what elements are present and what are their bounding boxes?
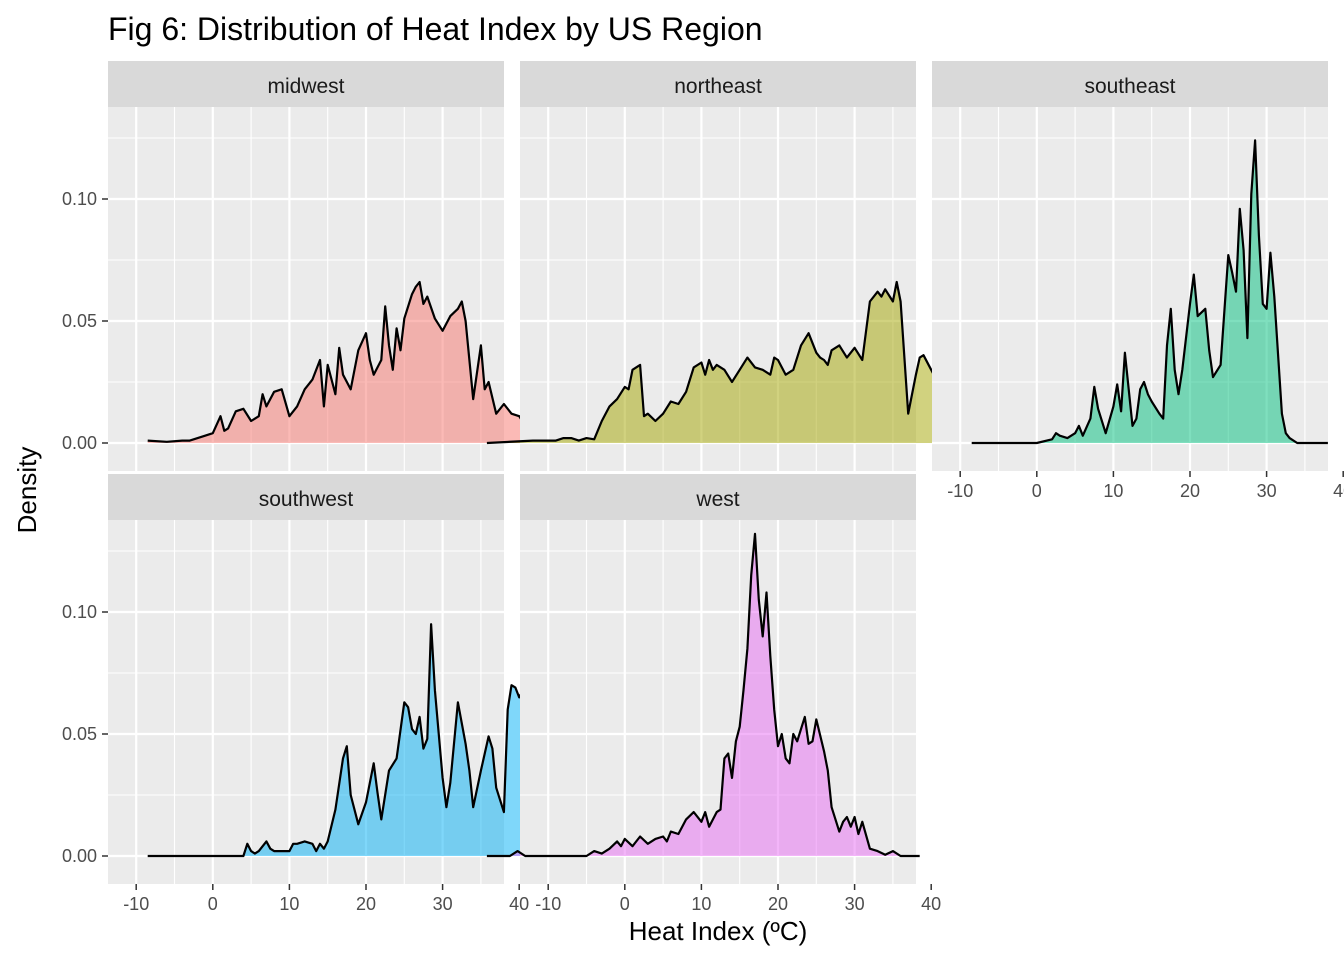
y-tick-label: 0.05 <box>62 724 97 744</box>
strip-label: northeast <box>674 75 762 98</box>
density-line-west <box>486 532 920 858</box>
y-tick-label: 0.00 <box>62 433 97 453</box>
y-tick-label: 0.10 <box>62 189 97 209</box>
x-tick-label: 30 <box>433 894 453 914</box>
x-tick-label: 40 <box>1333 481 1344 501</box>
facet-southeast: southeast -10 0 10 20 30 40 <box>932 61 1344 501</box>
panel-body: -10 0 10 20 30 40 <box>486 520 941 914</box>
x-tick-label: -10 <box>947 481 973 501</box>
x-tick-label: 0 <box>620 894 630 914</box>
strip-label: midwest <box>267 75 344 98</box>
x-tick-label: -10 <box>123 894 149 914</box>
facet-southwest: southwest 0.00 0.05 0.10 -10 0 10 20 30 40 <box>62 474 589 914</box>
y-tick-label: 0.10 <box>62 602 97 622</box>
density-area-northeast <box>486 282 1031 443</box>
x-tick-label: 40 <box>921 894 941 914</box>
strip-label: west <box>695 488 739 511</box>
strip-background <box>932 61 1328 107</box>
density-line-midwest <box>147 280 566 445</box>
panel-body <box>486 107 1031 471</box>
strip-label: southeast <box>1084 75 1175 98</box>
x-tick-label: 20 <box>356 894 376 914</box>
strip-background <box>520 474 916 520</box>
strip-background <box>520 61 916 107</box>
x-tick-label: 40 <box>509 894 529 914</box>
x-tick-label: 10 <box>691 894 711 914</box>
x-tick-label: 20 <box>768 894 788 914</box>
x-axis-title: Heat Index (ºC) <box>629 916 808 946</box>
facet-midwest: midwest 0.00 0.05 0.10 <box>62 61 566 471</box>
panel-body: -10 0 10 20 30 40 <box>932 107 1344 501</box>
density-line-southeast <box>971 139 1328 445</box>
facet-northeast: northeast <box>486 61 1031 471</box>
x-tick-label: 20 <box>1180 481 1200 501</box>
density-area-southwest <box>147 624 589 856</box>
y-tick-label: 0.00 <box>62 846 97 866</box>
density-area-west <box>486 533 920 856</box>
density-area-southeast <box>971 140 1328 443</box>
x-tick-label: 30 <box>845 894 865 914</box>
x-tick-label: 10 <box>279 894 299 914</box>
panel-body: 0.00 0.05 0.10 <box>62 107 566 471</box>
facet-west: west -10 0 10 20 30 40 <box>486 474 941 914</box>
x-tick-label: 0 <box>208 894 218 914</box>
strip-label: southwest <box>259 488 354 511</box>
x-tick-label: 0 <box>1032 481 1042 501</box>
x-tick-label: 30 <box>1257 481 1277 501</box>
y-axis-title: Density <box>12 447 42 534</box>
density-line-northeast <box>486 280 1031 445</box>
facet-panels: midwest 0.00 0.05 0.10 northeast southeast -10… <box>62 61 1344 914</box>
strip-background <box>108 474 504 520</box>
x-tick-label: -10 <box>535 894 561 914</box>
strip-background <box>108 61 504 107</box>
y-tick-label: 0.05 <box>62 311 97 331</box>
panel-body: 0.00 0.05 0.10 -10 0 10 20 30 40 <box>62 520 589 914</box>
x-tick-label: 10 <box>1103 481 1123 501</box>
chart-title: Fig 6: Distribution of Heat Index by US … <box>108 11 763 47</box>
